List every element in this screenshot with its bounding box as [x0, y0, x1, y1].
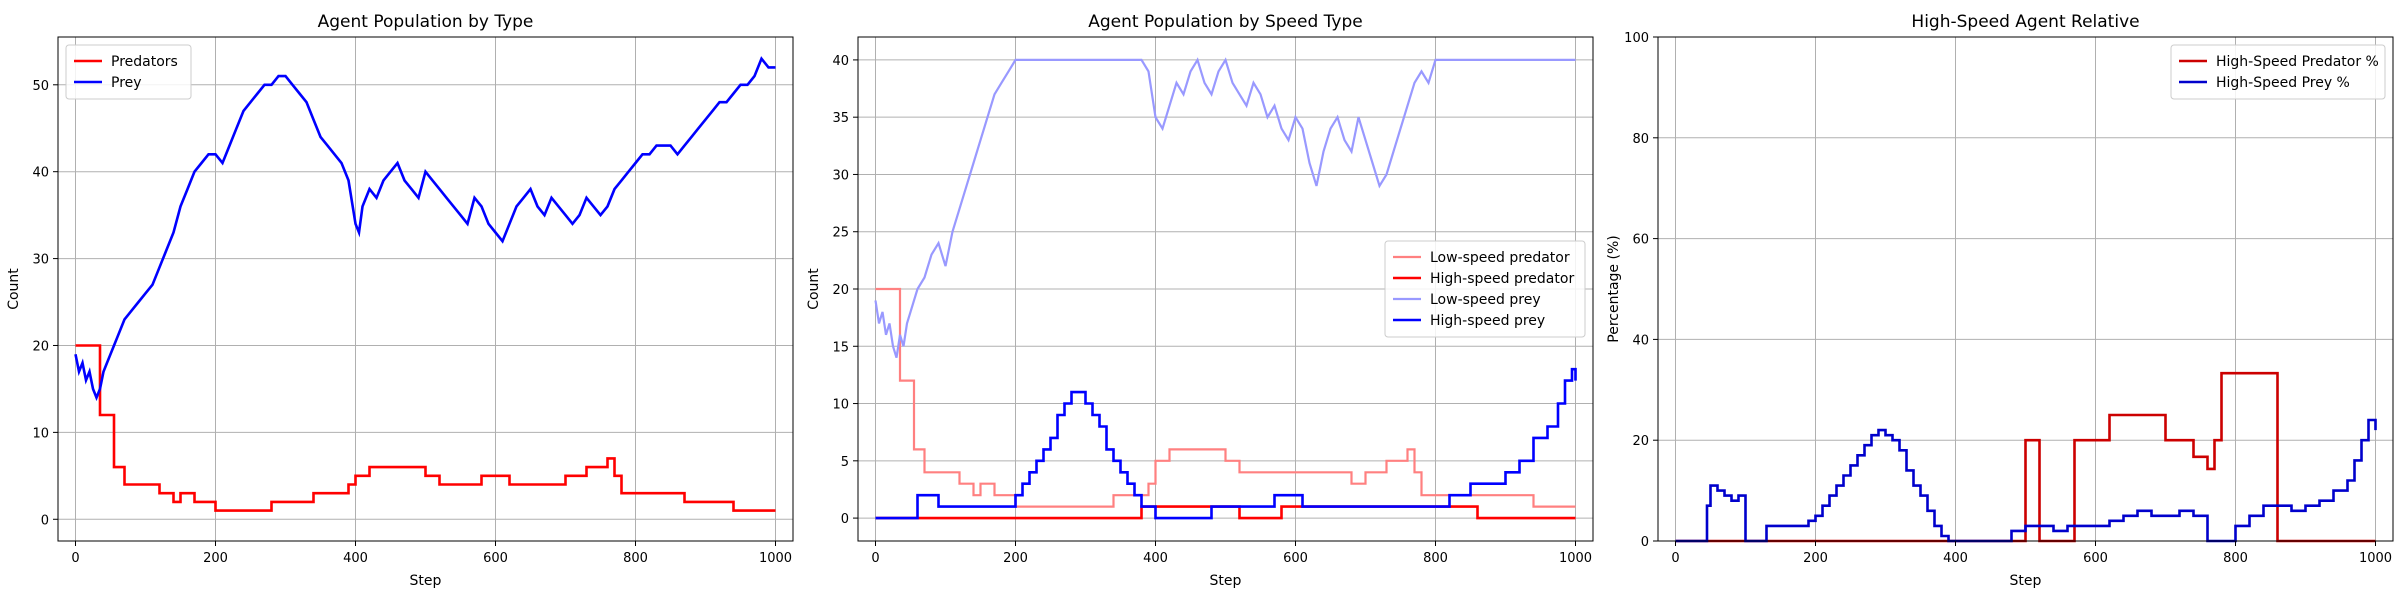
chart-title: Agent Population by Speed Type — [1088, 12, 1362, 32]
x-tick-label: 1000 — [2359, 551, 2392, 566]
x-tick-label: 1000 — [1559, 551, 1592, 566]
series-line-high-speed-prey — [875, 367, 1577, 520]
y-tick-label: 5 — [841, 455, 849, 470]
series-line-low-speed-prey — [874, 57, 1576, 359]
legend-box — [2170, 44, 2386, 100]
legend: Predators Prey — [65, 44, 192, 100]
x-axis-label: Step — [1210, 573, 1242, 589]
y-axis-label: Count — [806, 268, 822, 310]
legend-label: High-speed prey — [1430, 313, 1545, 329]
chart-title: Agent Population by Type — [318, 12, 534, 32]
axes-frame — [57, 36, 794, 542]
y-axis-label: Percentage (%) — [1606, 235, 1622, 342]
legend: High-Speed Predator % High-Speed Prey % — [2170, 44, 2386, 100]
x-tick-label: 800 — [1423, 551, 1448, 566]
x-tick-label: 400 — [1943, 551, 1968, 566]
x-tick-label: 1000 — [759, 551, 792, 566]
x-tick-label: 600 — [1283, 551, 1308, 566]
y-tick-label: 15 — [832, 340, 849, 355]
legend-label: Predators — [111, 54, 178, 70]
y-tick-label: 10 — [32, 426, 49, 441]
y-tick-label: 20 — [32, 339, 49, 354]
chart-agent-population-by-speed-type: 0 200 400 600 800 1000 0 5 10 15 20 25 30 35 40 Agent P… — [806, 12, 1594, 589]
chart-high-speed-agent-relative: 0 200 400 600 800 1000 0 20 40 60 80 100 High-Speed … — [1606, 12, 2394, 589]
y-axis-label: Count — [6, 268, 22, 310]
x-tick-label: 400 — [343, 551, 368, 566]
series-line-high-speed-prey — [1675, 418, 2377, 543]
legend-label: High-Speed Prey % — [2216, 75, 2350, 91]
y-tick-label: 100 — [1624, 31, 1649, 46]
series-line-high-speed-predator — [875, 505, 1576, 520]
y-tick-label: 30 — [832, 168, 849, 183]
y-tick-label: 60 — [1632, 233, 1649, 248]
legend-label: Low-speed predator — [1430, 250, 1570, 266]
legend-label: High-Speed Predator % — [2216, 54, 2379, 70]
x-tick-label: 800 — [623, 551, 648, 566]
x-tick-label: 200 — [203, 551, 228, 566]
legend-box — [65, 44, 192, 100]
x-tick-label: 0 — [1671, 551, 1679, 566]
legend: Low-speed predator High-speed predator Low… — [1384, 240, 1586, 338]
y-tick-label: 35 — [832, 111, 849, 126]
legend-label: Prey — [111, 75, 142, 91]
series-line-high-speed-predator — [1675, 371, 2376, 543]
y-tick-label: 0 — [41, 513, 49, 528]
y-tick-label: 20 — [1632, 434, 1649, 449]
series-line-prey — [74, 56, 776, 402]
x-tick-label: 600 — [483, 551, 508, 566]
y-tick-label: 20 — [832, 283, 849, 298]
x-tick-label: 600 — [2083, 551, 2108, 566]
series-line-low-speed-predator — [875, 287, 1576, 508]
y-tick-label: 80 — [1632, 132, 1649, 147]
legend-label: Low-speed prey — [1430, 292, 1541, 308]
y-tick-label: 10 — [832, 398, 849, 413]
y-tick-label: 25 — [832, 226, 849, 241]
y-tick-label: 30 — [32, 253, 49, 268]
series-line-predators — [75, 344, 776, 512]
x-axis-label: Step — [2010, 573, 2042, 589]
y-tick-label: 40 — [1632, 333, 1649, 348]
x-axis-label: Step — [410, 573, 442, 589]
x-tick-label: 400 — [1143, 551, 1168, 566]
x-tick-label: 800 — [2223, 551, 2248, 566]
x-tick-label: 200 — [1803, 551, 1828, 566]
y-tick-label: 50 — [32, 79, 49, 94]
y-tick-label: 0 — [1641, 535, 1649, 550]
chart-title: High-Speed Agent Relative — [1911, 12, 2139, 32]
x-tick-label: 200 — [1003, 551, 1028, 566]
axes-frame — [1657, 36, 2394, 542]
x-tick-label: 0 — [71, 551, 79, 566]
y-tick-label: 40 — [32, 166, 49, 181]
x-tick-label: 0 — [871, 551, 879, 566]
y-tick-label: 0 — [841, 512, 849, 527]
y-tick-label: 40 — [832, 54, 849, 69]
chart-agent-population-by-type: 0 200 400 600 800 1000 0 10 20 30 40 50 Agent Popula… — [6, 12, 794, 589]
legend-box — [1384, 240, 1586, 338]
legend-label: High-speed predator — [1430, 271, 1574, 287]
